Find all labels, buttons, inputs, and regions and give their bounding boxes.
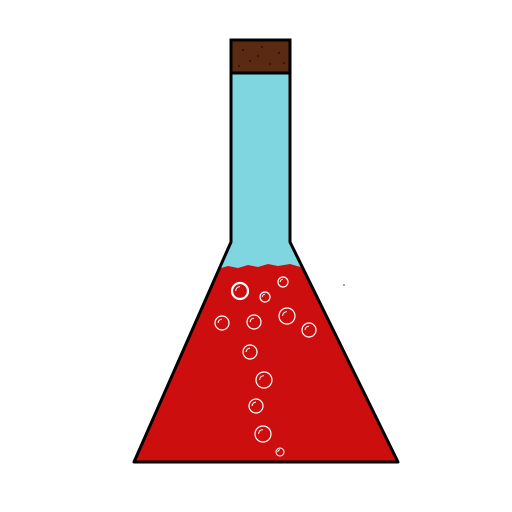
bubble: [242, 344, 258, 360]
bubble-highlight: [217, 318, 223, 324]
bubbles-group: [214, 276, 317, 457]
bubble-highlight: [282, 311, 288, 317]
blue-liquid-layer: [221, 73, 304, 268]
red-liquid-layer: [134, 264, 398, 462]
bubble: [301, 322, 317, 338]
bubble-highlight: [249, 317, 255, 323]
bubble: [230, 281, 250, 301]
bubble: [254, 425, 272, 443]
cork-stopper: [229, 38, 292, 75]
bubble: [214, 315, 230, 331]
bubble: [259, 291, 271, 303]
flask-outline: [132, 73, 400, 464]
bubble-highlight: [235, 286, 241, 292]
bubble-highlight: [277, 449, 281, 453]
bubble: [255, 371, 273, 389]
stray-dot: [343, 284, 345, 286]
bubble-highlight: [251, 401, 257, 407]
bubble: [248, 398, 264, 414]
bubble: [246, 314, 262, 330]
bubble: [275, 447, 285, 457]
bubble-highlight: [304, 325, 310, 331]
bubble-highlight: [261, 293, 266, 298]
bubble-highlight: [258, 429, 264, 435]
bubble-highlight: [279, 278, 284, 283]
cork-speckles: [238, 46, 285, 67]
bubble-highlight: [245, 347, 251, 353]
bubble: [278, 307, 296, 325]
bubble-highlight: [259, 375, 265, 381]
bubble: [277, 276, 289, 288]
